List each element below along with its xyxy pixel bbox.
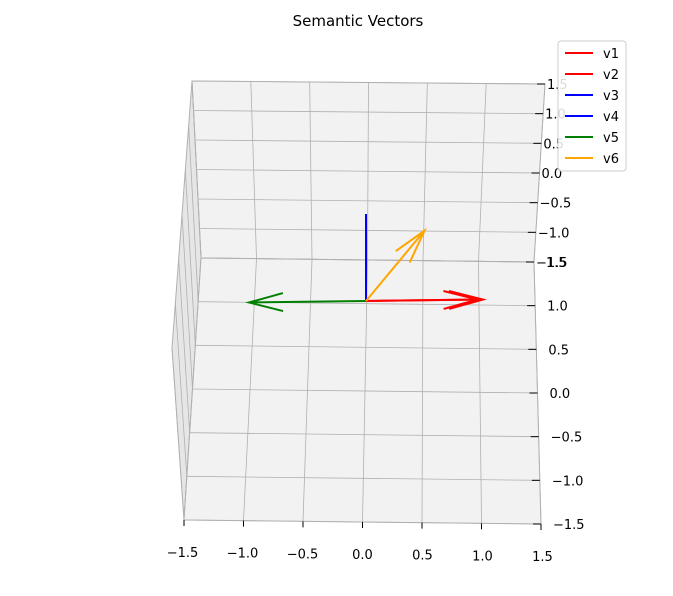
wall-grid-x — [478, 83, 487, 262]
legend-label-v1: v1 — [603, 47, 619, 62]
z-tick-label: −1.0 — [538, 226, 570, 241]
y-tick-label: −1.5 — [553, 518, 585, 533]
vector-head-v5 — [245, 292, 284, 313]
y-tick-label: 1.0 — [547, 300, 568, 315]
floor-grid-y — [192, 388, 538, 394]
wall-grid-x — [309, 81, 313, 260]
left-wall-grid — [178, 258, 191, 433]
z-tick-label: 0.0 — [542, 167, 563, 182]
floor-grid-y — [189, 432, 539, 438]
vector-arrows — [245, 214, 487, 313]
x-tick-label: 1.0 — [472, 549, 493, 564]
vector-head-v6 — [395, 227, 427, 263]
left-wall-grid — [174, 303, 188, 477]
vector-head-v1 — [448, 289, 487, 310]
left-wall-grid — [171, 347, 185, 521]
vector-shaft-v6 — [365, 230, 426, 302]
wall-grid-x — [367, 82, 369, 261]
x-tick-label: −0.5 — [287, 547, 319, 562]
y-tick-label: −0.5 — [551, 431, 583, 446]
left-wall-grid — [184, 169, 196, 346]
z-tick-label: −0.5 — [540, 197, 572, 212]
wall-grid-x — [250, 81, 257, 259]
legend-label-v5: v5 — [603, 131, 619, 146]
legend-label-v4: v4 — [603, 110, 619, 125]
legend-label-v3: v3 — [603, 89, 619, 104]
legend-label-v2: v2 — [603, 68, 619, 83]
x-tick-label: 0.5 — [412, 549, 433, 564]
floor-grid-y — [195, 344, 537, 350]
y-tick-label: 0.5 — [548, 343, 569, 358]
vector-v6 — [365, 227, 427, 302]
vector-v2 — [365, 290, 482, 310]
vector-head-v2 — [443, 290, 482, 310]
x-tick-label: 1.5 — [532, 550, 553, 565]
vector-shaft-v5 — [248, 300, 367, 304]
left-wall-grid — [188, 125, 199, 302]
left-wall-grid — [181, 214, 193, 390]
x-tick-label: −1.0 — [227, 547, 259, 562]
chart-title: Semantic Vectors — [293, 12, 424, 30]
y-tick-label: 0.0 — [550, 387, 571, 402]
vector-v5 — [245, 292, 367, 313]
floor-grid-y — [186, 475, 540, 481]
y-tick-label: 1.5 — [546, 256, 567, 271]
x-tick-label: −1.5 — [167, 546, 199, 561]
x-tick-label: 0.0 — [352, 548, 373, 563]
legend: v1 v2 v3 v4 v5 v6 — [557, 40, 627, 172]
left-wall-grid — [191, 80, 202, 259]
legend-label-v6: v6 — [603, 152, 619, 167]
z-tick-label: −1.5 — [536, 256, 568, 271]
y-tick-label: −1.0 — [552, 474, 584, 489]
vector-shaft-v2 — [365, 298, 478, 302]
